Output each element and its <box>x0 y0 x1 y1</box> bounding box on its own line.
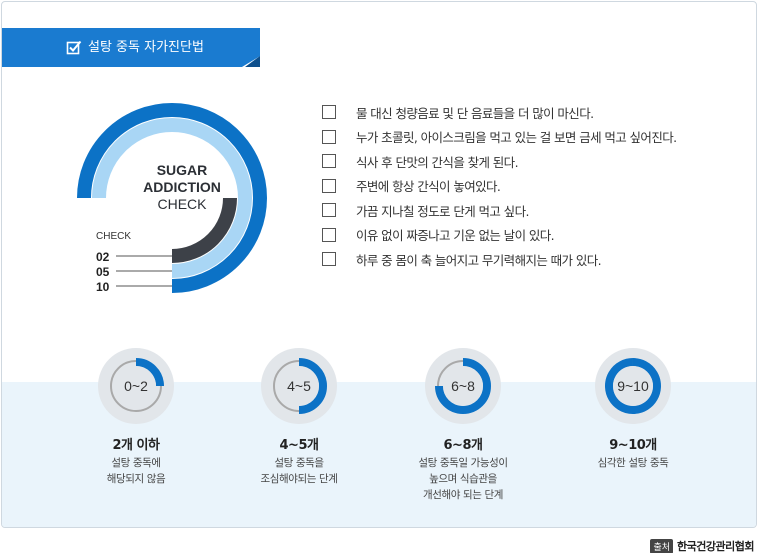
checklist-item: 가끔 지나칠 정도로 단게 먹고 싶다. <box>322 198 677 223</box>
level-title: 9~10개 <box>609 438 657 453</box>
mark-label-10: 10 <box>96 280 110 294</box>
checklist-item: 물 대신 청량음료 및 단 음료들을 더 많이 마신다. <box>322 100 677 125</box>
checklist-item-label: 물 대신 청량음료 및 단 음료들을 더 많이 마신다. <box>356 105 594 121</box>
gauge-range: 6~8 <box>451 378 475 394</box>
mark-label-05: 05 <box>96 265 110 279</box>
check-label: CHECK <box>96 231 132 242</box>
level-desc: 설탕 중독일 가능성이 높으며 식습관을 개선해야 되는 단계 <box>383 455 543 503</box>
level-desc-line: 설탕 중독일 가능성이 <box>418 457 508 469</box>
checkbox[interactable] <box>322 252 336 267</box>
level-title: 6~8개 <box>443 438 483 453</box>
checklist-item-label: 하루 중 몸이 축 늘어지고 무기력해지는 때가 있다. <box>356 252 602 268</box>
level-desc-line: 설탕 중독을 <box>274 457 324 469</box>
source-credit: 출처 한국건강관리협회 <box>650 538 754 553</box>
checklist: 물 대신 청량음료 및 단 음료들을 더 많이 마신다. 누가 초콜릿, 아이스… <box>322 100 677 272</box>
level-desc: 심각한 설탕 중독 <box>553 455 713 471</box>
checkbox[interactable] <box>322 227 336 242</box>
level-title: 2개 이하 <box>112 438 160 453</box>
level-desc-line: 해당되지 않음 <box>106 473 166 485</box>
gauge-ring-icon: 0~2 <box>98 348 174 424</box>
gauge-fill-arc <box>605 358 661 414</box>
checklist-item: 하루 중 몸이 축 늘어지고 무기력해지는 때가 있다. <box>322 247 677 272</box>
checklist-item-label: 이유 없이 짜증나고 기운 없는 날이 있다. <box>356 228 555 244</box>
gauge-range: 0~2 <box>124 378 148 394</box>
checklist-item-label: 가끔 지나칠 정도로 단게 먹고 싶다. <box>356 203 529 219</box>
gauge-range: 9~10 <box>617 378 649 394</box>
gauge-ring-icon: 4~5 <box>261 348 337 424</box>
checkbox-icon <box>66 40 82 55</box>
inner-ring-arc <box>171 197 237 263</box>
checkbox[interactable] <box>322 105 336 120</box>
checkbox[interactable] <box>322 154 336 169</box>
checkbox[interactable] <box>322 129 336 144</box>
page-title: 설탕 중독 자가진단법 <box>88 40 204 55</box>
level-gauge-0-2: 0~2 2개 이하 설탕 중독에 해당되지 않음 <box>56 346 216 487</box>
checklist-item: 이유 없이 짜증나고 기운 없는 날이 있다. <box>322 223 677 248</box>
gauge-fill-arc <box>298 358 327 414</box>
level-desc-line: 개선해야 되는 단계 <box>423 489 503 501</box>
middle-ring-arc <box>92 118 252 278</box>
header-ribbon: 설탕 중독 자가진단법 <box>2 28 260 67</box>
checklist-item: 누가 초콜릿, 아이스크림을 먹고 있는 걸 보면 금세 먹고 싶어진다. <box>322 125 677 150</box>
checkbox[interactable] <box>322 178 336 193</box>
checklist-item: 주변에 항상 간식이 놓여있다. <box>322 174 677 199</box>
gauge-ring-icon: 9~10 <box>595 348 671 424</box>
chart-title-line2: ADDICTION <box>143 179 221 195</box>
gauge-fill-arc <box>135 358 164 387</box>
level-desc-line: 설탕 중독에 <box>111 457 161 469</box>
checklist-item-label: 누가 초콜릿, 아이스크림을 먹고 있는 걸 보면 금세 먹고 싶어진다. <box>356 130 677 146</box>
level-gauge-6-8: 6~8 6~8개 설탕 중독일 가능성이 높으며 식습관을 개선해야 되는 단계 <box>383 346 543 503</box>
infographic-card: 설탕 중독 자가진단법 SUGAR ADDICTION CHECK CHECK … <box>1 1 757 528</box>
mark-label-02: 02 <box>96 250 110 264</box>
gauge-fill-arc <box>435 358 491 414</box>
outer-ring-arc <box>77 103 267 293</box>
level-desc: 설탕 중독에 해당되지 않음 <box>56 455 216 487</box>
checklist-item: 식사 후 단맛의 간식을 찾게 된다. <box>322 149 677 174</box>
chart-title-line1: SUGAR <box>156 162 208 178</box>
source-tag: 출처 <box>650 538 674 553</box>
level-gauge-9-10: 9~10 9~10개 심각한 설탕 중독 <box>553 346 713 471</box>
chart-title-line3: CHECK <box>157 196 207 212</box>
gauge-ring-icon: 6~8 <box>425 348 501 424</box>
checklist-item-label: 주변에 항상 간식이 놓여있다. <box>356 179 501 195</box>
level-desc-line: 심각한 설탕 중독 <box>597 457 669 469</box>
source-org: 한국건강관리협회 <box>677 540 754 553</box>
level-desc-line: 조심해야되는 단계 <box>260 473 338 485</box>
checklist-item-label: 식사 후 단맛의 간식을 찾게 된다. <box>356 154 519 170</box>
gauge-range: 4~5 <box>287 378 311 394</box>
level-desc: 설탕 중독을 조심해야되는 단계 <box>219 455 379 487</box>
sugar-check-donut <box>77 103 267 293</box>
checkbox[interactable] <box>322 203 336 218</box>
level-title: 4~5개 <box>279 438 319 453</box>
ribbon-fold <box>245 56 260 67</box>
level-gauge-4-5: 4~5 4~5개 설탕 중독을 조심해야되는 단계 <box>219 346 379 487</box>
level-desc-line: 높으며 식습관을 <box>429 473 497 485</box>
chart-title: SUGAR ADDICTION CHECK <box>122 162 242 213</box>
